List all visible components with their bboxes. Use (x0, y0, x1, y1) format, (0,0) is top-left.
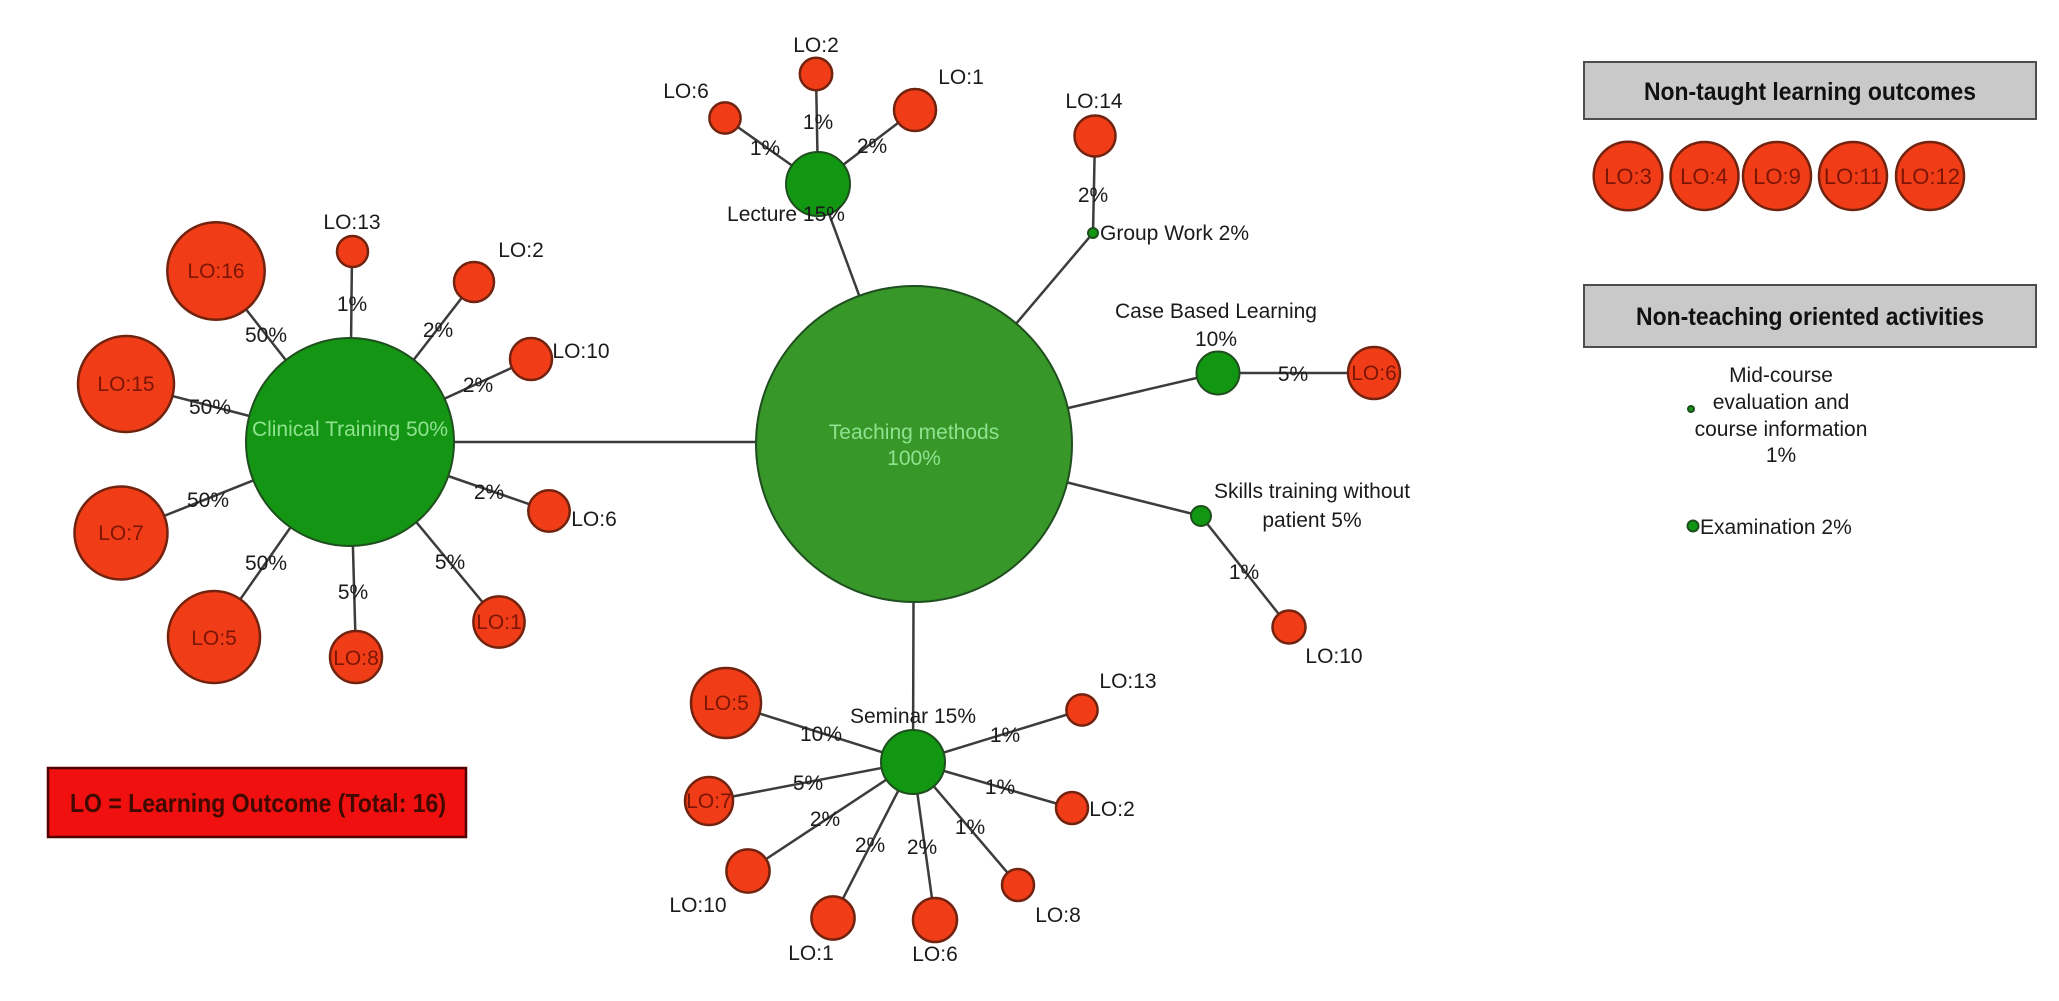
svg-text:2%: 2% (1078, 184, 1108, 207)
svg-text:Non-teaching oriented activiti: Non-teaching oriented activities (1636, 303, 1984, 331)
svg-text:LO:14: LO:14 (1065, 90, 1123, 113)
svg-text:LO:7: LO:7 (686, 790, 732, 813)
svg-text:LO:9: LO:9 (1753, 164, 1801, 189)
svg-text:LO:13: LO:13 (323, 211, 380, 234)
svg-text:1%: 1% (803, 111, 833, 134)
svg-text:LO:13: LO:13 (1099, 670, 1156, 693)
svg-text:100%: 100% (887, 447, 941, 470)
svg-text:1%: 1% (337, 293, 367, 316)
svg-text:Group Work 2%: Group Work 2% (1100, 222, 1249, 245)
svg-text:2%: 2% (855, 834, 885, 857)
svg-text:Skills training without: Skills training without (1214, 480, 1410, 503)
svg-text:LO:7: LO:7 (98, 522, 144, 545)
svg-text:LO:6: LO:6 (571, 508, 617, 531)
svg-text:evaluation and: evaluation and (1713, 391, 1850, 414)
svg-text:5%: 5% (435, 551, 465, 574)
svg-text:1%: 1% (1766, 444, 1796, 467)
svg-text:2%: 2% (857, 135, 887, 158)
svg-text:1%: 1% (990, 724, 1020, 747)
svg-text:50%: 50% (245, 552, 287, 575)
svg-text:patient 5%: patient 5% (1262, 509, 1361, 532)
svg-text:2%: 2% (907, 836, 937, 859)
svg-text:1%: 1% (750, 137, 780, 160)
svg-text:5%: 5% (1278, 363, 1308, 386)
svg-text:LO:1: LO:1 (788, 942, 834, 965)
svg-text:Non-taught learning outcomes: Non-taught learning outcomes (1644, 78, 1976, 106)
svg-text:Seminar 15%: Seminar 15% (850, 705, 976, 728)
svg-text:50%: 50% (187, 489, 229, 512)
svg-text:Examination 2%: Examination 2% (1700, 516, 1852, 539)
svg-text:LO:10: LO:10 (1305, 645, 1362, 668)
svg-text:LO:6: LO:6 (1351, 362, 1397, 385)
svg-text:LO:12: LO:12 (1900, 164, 1960, 189)
svg-text:LO:1: LO:1 (476, 611, 522, 634)
svg-text:LO:2: LO:2 (498, 239, 544, 262)
svg-text:Lecture 15%: Lecture 15% (727, 203, 845, 226)
svg-text:LO:2: LO:2 (793, 34, 839, 57)
svg-text:LO:15: LO:15 (97, 373, 154, 396)
svg-text:LO:16: LO:16 (187, 260, 244, 283)
svg-text:Mid-course: Mid-course (1729, 364, 1833, 387)
svg-text:LO:5: LO:5 (191, 627, 237, 650)
svg-text:Teaching methods: Teaching methods (829, 421, 999, 444)
svg-text:10%: 10% (1195, 328, 1237, 351)
svg-text:LO:3: LO:3 (1604, 164, 1652, 189)
svg-text:LO:10: LO:10 (669, 894, 726, 917)
svg-text:LO:1: LO:1 (938, 66, 984, 89)
svg-text:2%: 2% (810, 808, 840, 831)
svg-text:LO:11: LO:11 (1824, 164, 1882, 189)
svg-text:LO:8: LO:8 (333, 647, 379, 670)
svg-text:LO:10: LO:10 (552, 340, 609, 363)
svg-text:course information: course information (1695, 418, 1868, 441)
svg-text:1%: 1% (1229, 561, 1259, 584)
svg-text:50%: 50% (245, 324, 287, 347)
svg-text:LO = Learning Outcome (Total:: LO = Learning Outcome (Total: 16) (70, 788, 446, 818)
svg-text:Case Based Learning: Case Based Learning (1115, 300, 1317, 323)
svg-text:LO:8: LO:8 (1035, 904, 1081, 927)
svg-text:LO:5: LO:5 (703, 692, 749, 715)
svg-text:5%: 5% (338, 581, 368, 604)
svg-text:1%: 1% (985, 776, 1015, 799)
svg-text:2%: 2% (423, 319, 453, 342)
svg-text:2%: 2% (474, 481, 504, 504)
svg-text:5%: 5% (793, 772, 823, 795)
svg-text:LO:4: LO:4 (1680, 164, 1728, 189)
svg-text:LO:6: LO:6 (663, 80, 709, 103)
svg-text:10%: 10% (800, 723, 842, 746)
svg-text:LO:6: LO:6 (912, 943, 958, 966)
svg-text:1%: 1% (955, 816, 985, 839)
svg-text:50%: 50% (189, 396, 231, 419)
svg-text:Clinical Training 50%: Clinical Training 50% (252, 418, 448, 441)
svg-text:LO:2: LO:2 (1089, 798, 1135, 821)
svg-text:2%: 2% (463, 374, 493, 397)
